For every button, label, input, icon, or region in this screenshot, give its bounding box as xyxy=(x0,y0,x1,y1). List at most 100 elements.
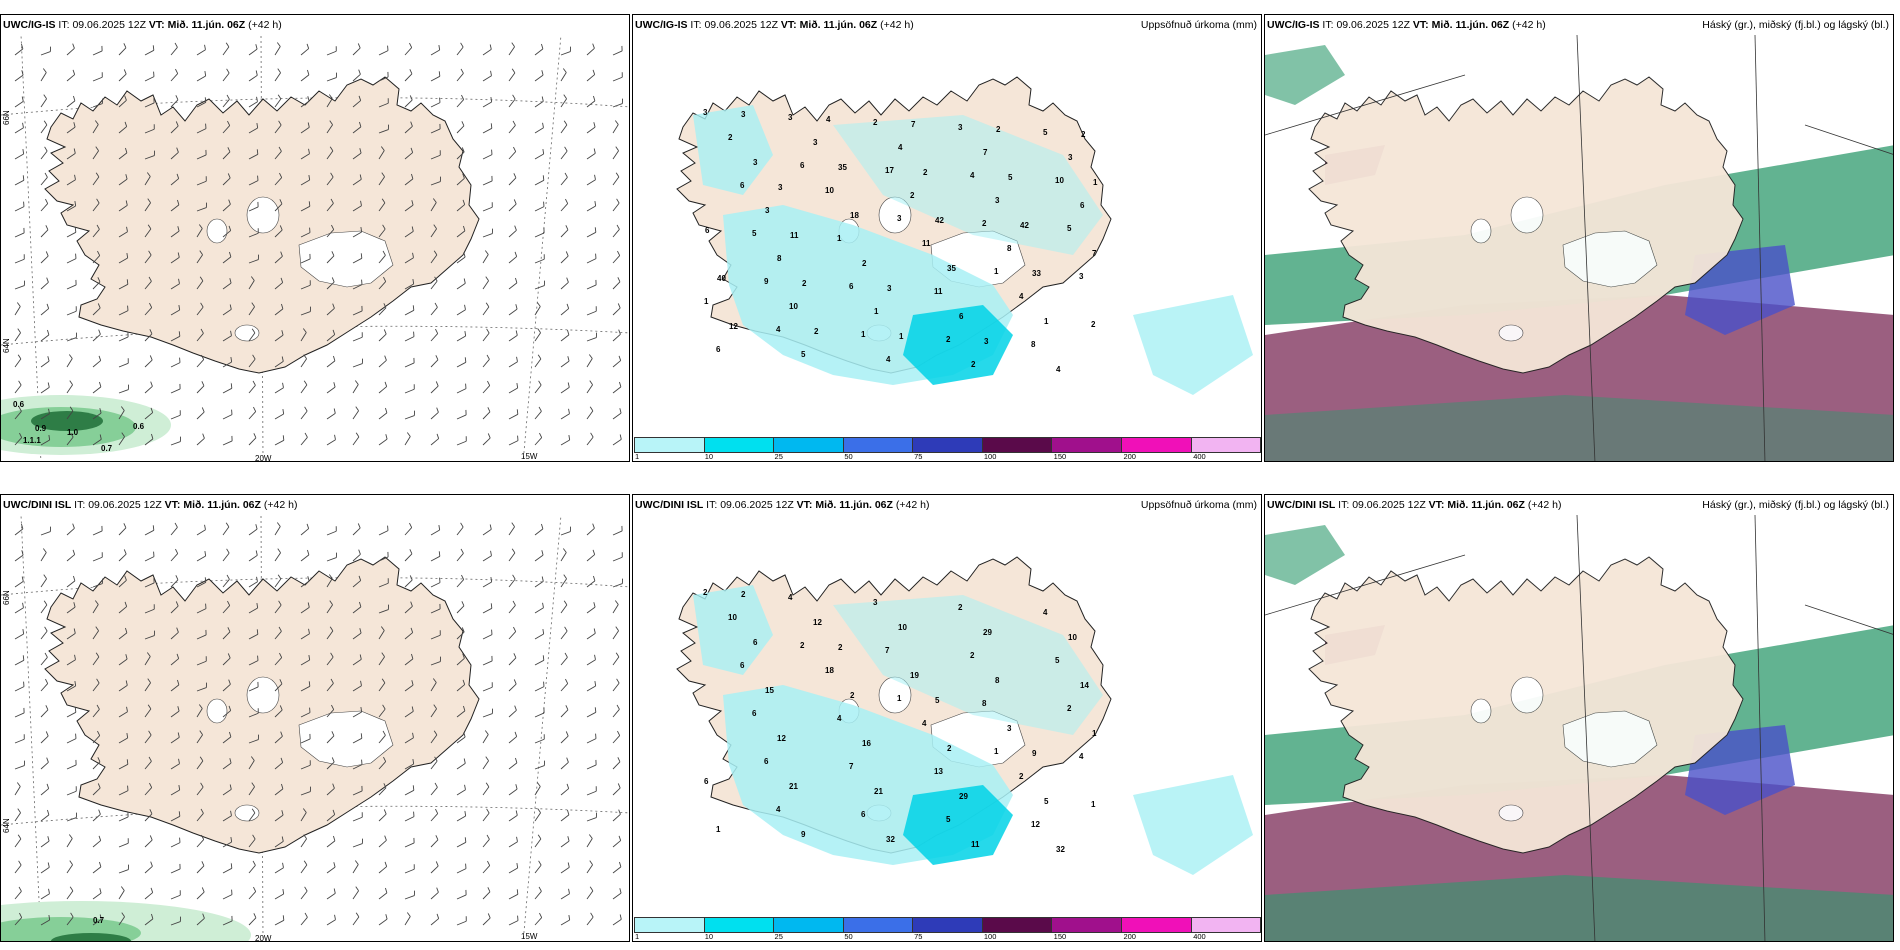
wind-barb xyxy=(146,172,151,177)
wind-barb xyxy=(411,653,414,659)
wind-barb xyxy=(359,148,362,154)
wind-barb xyxy=(144,865,153,874)
wind-barb xyxy=(534,232,545,238)
wind-barb xyxy=(378,813,387,822)
colorbar-label: 75 xyxy=(914,932,923,941)
wind-barb xyxy=(300,554,310,562)
wind-barb xyxy=(40,150,48,160)
wind-barb xyxy=(352,126,362,134)
wind-barb xyxy=(333,355,336,361)
wind-barb xyxy=(278,120,282,126)
wind-barb xyxy=(92,530,103,536)
wind-barb xyxy=(40,203,49,212)
wind-barb xyxy=(144,761,152,770)
panel-header: UWC/DINI ISL IT: 09.06.2025 12Z VT: Mið.… xyxy=(635,499,930,511)
wind-barb xyxy=(612,735,621,744)
wind-barb xyxy=(586,659,596,666)
wind-value: 0.6 xyxy=(13,400,25,409)
wind-barb xyxy=(615,626,619,631)
wind-barb xyxy=(92,103,103,108)
wind-barb xyxy=(19,912,23,918)
wind-barb xyxy=(170,579,179,588)
wind-barb xyxy=(14,127,24,134)
wind-barb xyxy=(274,709,283,718)
wind-barb xyxy=(95,172,100,178)
wind-barb xyxy=(14,306,21,316)
wind-barb xyxy=(430,608,441,614)
wind-barb xyxy=(222,256,232,264)
wind-barb xyxy=(72,69,76,75)
wind-barb xyxy=(228,679,231,685)
wind-barb xyxy=(482,233,493,238)
wind-barb xyxy=(508,526,515,536)
cloud-high xyxy=(1265,45,1345,105)
wind-barb xyxy=(248,280,255,290)
wind-barb xyxy=(586,580,596,588)
wind-barb xyxy=(482,75,492,82)
wind-barb xyxy=(124,575,127,581)
wind-barb xyxy=(200,782,204,788)
wind-barb xyxy=(66,126,76,134)
wind-barb xyxy=(92,735,101,744)
wind-barb xyxy=(196,608,207,614)
wind-barb xyxy=(308,174,311,181)
wind-barb xyxy=(279,199,283,204)
precip-value: 3 xyxy=(778,183,783,192)
wind-barb xyxy=(47,809,50,815)
wind-barb xyxy=(148,730,152,736)
wind-barb xyxy=(66,659,76,666)
wind-barb xyxy=(204,577,207,583)
wind-barb xyxy=(352,436,360,446)
wind-barb xyxy=(586,284,597,290)
wind-barb xyxy=(619,861,622,867)
wind-barb xyxy=(308,654,311,661)
wind-barb xyxy=(170,684,180,692)
wind-barb xyxy=(430,555,441,562)
wind-barb xyxy=(560,840,570,848)
wind-barb xyxy=(378,102,389,108)
precip-value: 2 xyxy=(862,259,867,268)
wind-barb xyxy=(175,121,179,127)
colorbar-label: 100 xyxy=(983,932,997,941)
precip-value: 1 xyxy=(1092,729,1097,738)
wind-barb xyxy=(144,635,155,640)
wind-barb xyxy=(248,891,257,900)
wind-barb xyxy=(274,604,282,614)
wind-barb xyxy=(14,917,23,926)
wind-barb xyxy=(147,678,151,683)
wind-barb xyxy=(593,628,596,634)
wind-barb xyxy=(326,893,336,900)
wind-barb xyxy=(515,757,518,763)
wind-barb xyxy=(586,790,597,796)
wind-barb xyxy=(66,580,76,588)
wind-barb xyxy=(14,437,23,446)
wind-barb xyxy=(144,228,152,238)
wind-barbs xyxy=(14,522,623,926)
wind-barb xyxy=(586,685,596,692)
precip-value: 4 xyxy=(1043,608,1048,617)
colorbar-swatch xyxy=(843,918,914,932)
wind-barb xyxy=(14,232,25,238)
wind-barb xyxy=(612,761,621,770)
wind-barb xyxy=(178,304,181,311)
wind-barb xyxy=(508,229,517,238)
colorbar-label: 75 xyxy=(914,452,923,461)
wind-barb xyxy=(456,46,464,56)
precip-value: 3 xyxy=(995,196,1000,205)
precip-value: 29 xyxy=(983,628,992,637)
wind-barb xyxy=(144,333,153,342)
wind-barb xyxy=(201,861,205,866)
wind-barb xyxy=(303,354,307,359)
wind-barb xyxy=(404,868,415,874)
wind-barb xyxy=(123,43,127,48)
wind-shading xyxy=(1,395,171,455)
wind-barb xyxy=(586,153,596,160)
wind-barb xyxy=(97,730,101,736)
wind-barb xyxy=(411,680,414,686)
glacier xyxy=(246,196,280,234)
wind-barb xyxy=(508,893,519,900)
wind-barb xyxy=(144,254,152,264)
wind-barb xyxy=(248,180,259,186)
precip-value: 2 xyxy=(946,335,951,344)
wind-barb xyxy=(331,731,335,736)
